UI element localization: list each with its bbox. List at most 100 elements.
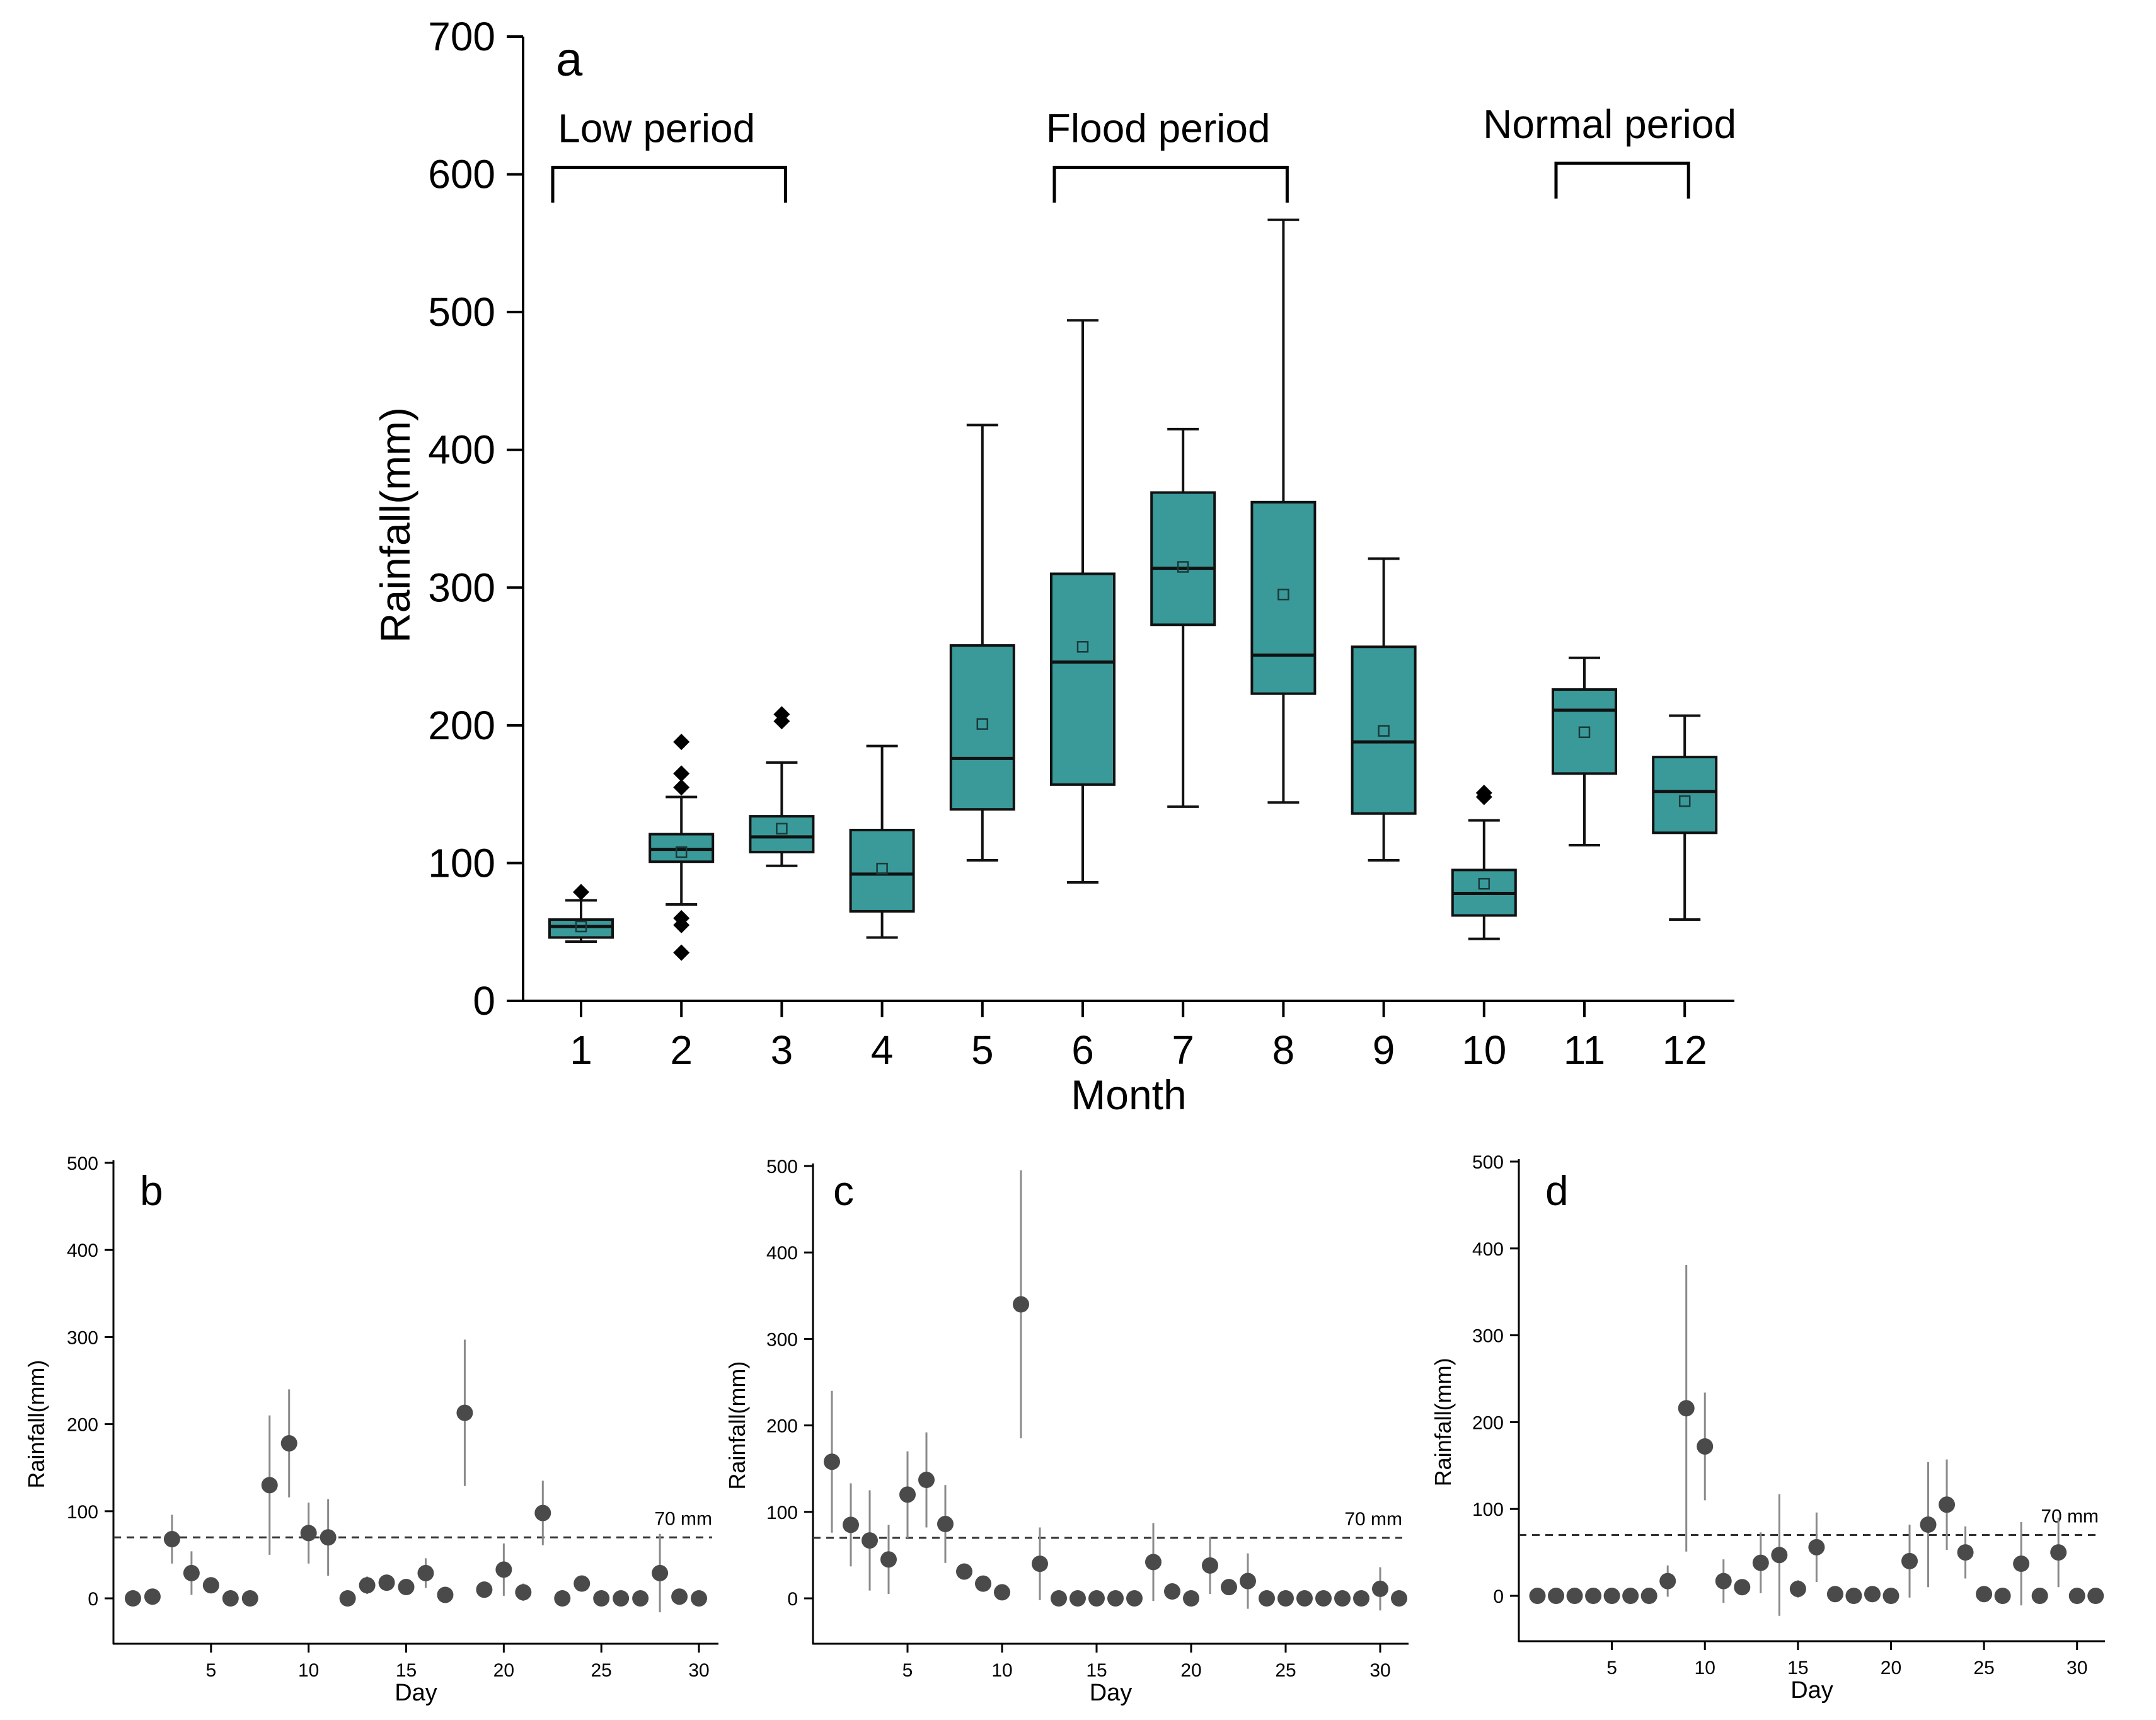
y-tick-label: 0 — [1493, 1586, 1504, 1607]
data-point-day-15 — [1789, 1580, 1806, 1598]
box-month-6 — [1050, 319, 1115, 884]
outlier-point — [573, 884, 589, 901]
data-point-day-8 — [261, 1415, 278, 1555]
data-point-day-16 — [1808, 1512, 1825, 1582]
x-tick-label: 10 — [991, 1660, 1012, 1681]
box-month-5 — [949, 424, 1015, 862]
x-axis-title: Day — [395, 1680, 437, 1706]
data-point — [1771, 1547, 1788, 1564]
period-label: Normal period — [1483, 101, 1736, 147]
data-point-day-6 — [1622, 1588, 1639, 1604]
mean-marker — [1277, 588, 1289, 601]
data-point-day-23 — [1939, 1459, 1956, 1550]
outlier-point — [673, 765, 690, 782]
data-point-day-2 — [843, 1483, 859, 1567]
data-point — [495, 1561, 512, 1578]
data-point-day-6 — [222, 1590, 239, 1607]
data-point — [1548, 1588, 1565, 1604]
data-point — [1640, 1588, 1657, 1604]
data-point — [1202, 1557, 1218, 1574]
data-point — [843, 1516, 859, 1533]
data-point-day-4 — [1585, 1588, 1602, 1604]
y-axis-title: Rainfall(mm) — [724, 1361, 750, 1490]
data-point-day-31 — [1391, 1590, 1407, 1607]
data-point — [1566, 1588, 1583, 1604]
data-point-day-12 — [1734, 1579, 1751, 1596]
x-tick-label: 10 — [1461, 1027, 1506, 1073]
x-tick-label: 2 — [670, 1027, 693, 1073]
data-point-day-10 — [300, 1502, 317, 1564]
period-label: Low period — [558, 106, 755, 151]
data-point-day-16 — [1107, 1590, 1124, 1607]
y-tick-label: 100 — [428, 840, 495, 886]
data-point-day-21 — [1901, 1525, 1918, 1598]
mean-marker — [976, 718, 989, 730]
data-point-day-23 — [554, 1590, 571, 1607]
data-point — [1697, 1438, 1714, 1455]
data-point-day-1 — [1529, 1588, 1546, 1604]
box-month-12 — [1652, 714, 1718, 921]
period-label: Flood period — [1046, 106, 1271, 151]
data-point-day-18 — [456, 1339, 473, 1486]
panel-label: b — [140, 1167, 163, 1214]
mean-marker — [876, 862, 888, 875]
data-point — [1845, 1588, 1862, 1604]
data-point — [994, 1584, 1010, 1601]
panel-c: 0 100 200 300 400 500 5 10 15 20 25 30 Day Rainfall(m… — [724, 1157, 1409, 1706]
outlier-point — [673, 734, 690, 751]
data-point-day-17 — [1126, 1590, 1143, 1607]
data-point-day-26 — [1994, 1588, 2011, 1604]
data-point-day-22 — [1221, 1579, 1237, 1596]
data-point-day-7 — [937, 1485, 954, 1563]
data-point-day-19 — [1164, 1583, 1180, 1600]
data-point-day-14 — [378, 1574, 395, 1591]
data-point — [1715, 1573, 1732, 1590]
period-annotation: Normal period — [1483, 101, 1736, 199]
mean-marker — [1177, 561, 1189, 573]
data-point-day-10 — [994, 1584, 1010, 1601]
data-point — [163, 1531, 180, 1548]
data-point-day-14 — [1771, 1494, 1788, 1616]
period-bracket — [1052, 166, 1289, 203]
y-tick-label: 700 — [428, 14, 495, 59]
x-tick-label: 15 — [1086, 1660, 1107, 1681]
y-axis-title: Rainfall(mm) — [23, 1360, 49, 1489]
y-tick-label: 400 — [1472, 1239, 1504, 1260]
data-point — [691, 1590, 708, 1607]
box-month-4 — [849, 744, 915, 939]
data-point-day-27 — [2013, 1521, 2030, 1606]
data-point — [956, 1563, 972, 1580]
data-point — [1529, 1588, 1546, 1604]
data-point-day-26 — [1296, 1590, 1313, 1607]
data-point — [1659, 1573, 1676, 1590]
mean-marker — [1378, 725, 1390, 737]
data-point-day-22 — [534, 1480, 551, 1545]
data-point-day-19 — [1864, 1586, 1881, 1603]
mean-marker — [1578, 726, 1591, 739]
box-month-2 — [649, 734, 715, 961]
data-point-day-7 — [1640, 1588, 1657, 1604]
x-tick-label: 1 — [570, 1027, 592, 1073]
data-point — [1372, 1580, 1388, 1597]
x-tick-label: 6 — [1071, 1027, 1094, 1073]
x-tick-label: 5 — [1606, 1658, 1617, 1678]
y-axis-title: Rainfall(mm) — [1430, 1358, 1456, 1486]
data-point-day-18 — [1845, 1588, 1862, 1604]
box-month-7 — [1150, 427, 1216, 808]
data-point — [1032, 1556, 1048, 1573]
data-point — [824, 1453, 840, 1470]
data-point-day-12 — [1032, 1527, 1048, 1600]
data-point — [398, 1579, 415, 1596]
y-tick-label: 300 — [1472, 1326, 1504, 1347]
data-point — [1107, 1590, 1124, 1607]
data-point — [593, 1590, 610, 1607]
data-point — [124, 1590, 141, 1607]
box-iqr — [1250, 500, 1317, 695]
data-point-day-29 — [1353, 1590, 1369, 1607]
y-tick-label: 300 — [67, 1327, 98, 1348]
data-point-day-17 — [437, 1586, 454, 1603]
data-point — [1164, 1583, 1180, 1600]
threshold-label: 70 mm — [654, 1508, 712, 1529]
panel-b: 0 100 200 300 400 500 5 10 15 20 25 30 Day Rainfall(m… — [23, 1153, 718, 1706]
